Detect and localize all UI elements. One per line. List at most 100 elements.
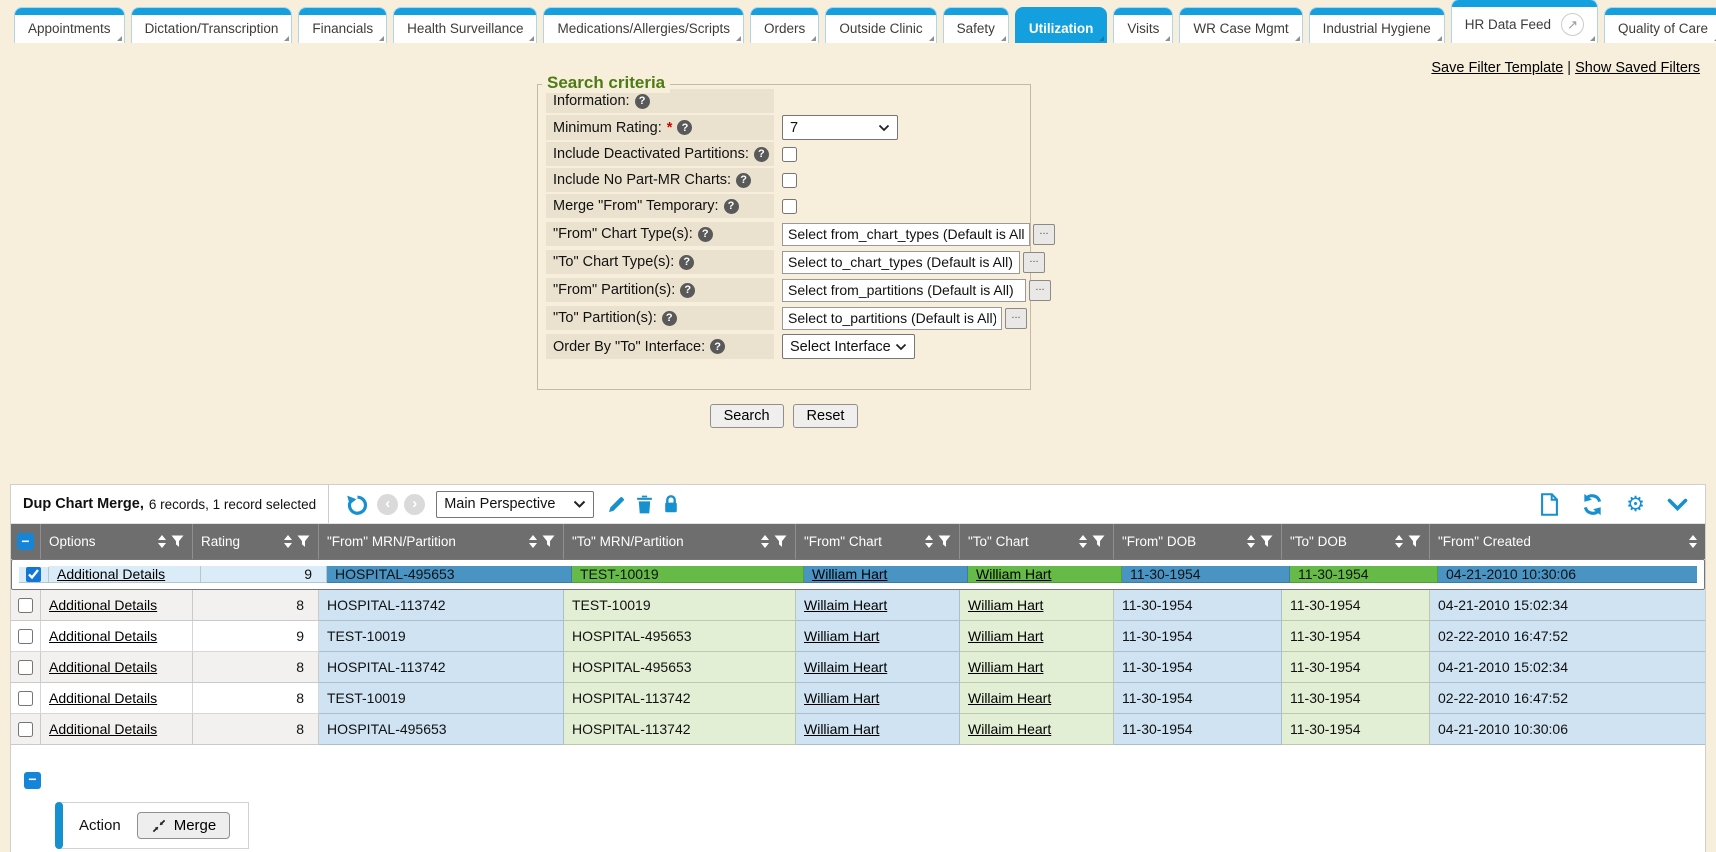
refresh-icon[interactable]	[1581, 493, 1604, 516]
filter-icon[interactable]	[1260, 535, 1273, 548]
forward-icon[interactable]: ›	[404, 493, 426, 515]
column-header-to-mrn[interactable]: "To" MRN/Partition	[564, 524, 796, 559]
from-chart-link[interactable]: William Hart	[804, 628, 880, 644]
help-icon[interactable]: ?	[753, 146, 769, 162]
filter-icon[interactable]	[1408, 535, 1421, 548]
tab-outside-clinic[interactable]: Outside Clinic	[825, 7, 937, 43]
column-header-options[interactable]: Options	[41, 524, 193, 559]
sort-icon[interactable]	[1689, 535, 1697, 548]
additional-details-link[interactable]: Additional Details	[49, 628, 158, 644]
sort-icon[interactable]	[284, 535, 292, 548]
include-deactivated-checkbox[interactable]	[782, 146, 797, 162]
lock-icon[interactable]	[663, 494, 679, 514]
to-chart-link[interactable]: Willaim Heart	[968, 690, 1052, 706]
tab-safety[interactable]: Safety	[942, 7, 1009, 43]
order-by-interface-select[interactable]: Select Interface	[782, 334, 915, 359]
from-chart-link[interactable]: Willaim Heart	[804, 597, 888, 613]
filter-icon[interactable]	[297, 535, 310, 548]
to-chart-link[interactable]: William Hart	[976, 566, 1052, 582]
sort-icon[interactable]	[761, 535, 769, 548]
from-chart-types-picker-button[interactable]: ...	[1033, 223, 1055, 245]
merge-button[interactable]: Merge	[136, 812, 231, 839]
search-button[interactable]: Search	[709, 404, 784, 428]
from-chart-types-input[interactable]	[782, 222, 1030, 246]
tab-hr-data-feed[interactable]: HR Data Feed ↗	[1450, 0, 1599, 43]
to-chart-types-picker-button[interactable]: ...	[1023, 251, 1045, 273]
tab-visits[interactable]: Visits	[1113, 7, 1174, 43]
column-header-from-chart[interactable]: "From" Chart	[796, 524, 960, 559]
sort-icon[interactable]	[1079, 535, 1087, 548]
help-icon[interactable]: ?	[680, 282, 696, 298]
select-all-toggle-icon[interactable]: −	[17, 533, 34, 550]
row-checkbox[interactable]	[18, 690, 33, 706]
from-partitions-input[interactable]	[782, 278, 1026, 302]
external-link-icon[interactable]: ↗	[1561, 13, 1585, 36]
to-chart-link[interactable]: William Hart	[968, 659, 1044, 675]
from-partitions-picker-button[interactable]: ...	[1029, 279, 1051, 301]
include-no-partmr-checkbox[interactable]	[782, 172, 797, 188]
filter-icon[interactable]	[1092, 535, 1105, 548]
delete-perspective-icon[interactable]	[636, 495, 653, 514]
collapse-toggle-icon[interactable]: −	[24, 771, 41, 789]
tab-orders[interactable]: Orders	[750, 7, 820, 43]
from-chart-link[interactable]: William Hart	[812, 566, 888, 582]
help-icon[interactable]: ?	[677, 120, 693, 135]
row-checkbox[interactable]	[18, 721, 33, 737]
column-header-to-dob[interactable]: "To" DOB	[1282, 524, 1430, 559]
filter-icon[interactable]	[938, 535, 951, 548]
column-header-rating[interactable]: Rating	[193, 524, 319, 559]
show-saved-filters-link[interactable]: Show Saved Filters	[1575, 60, 1700, 76]
help-icon[interactable]: ?	[697, 226, 713, 242]
help-icon[interactable]: ?	[710, 339, 726, 354]
sort-icon[interactable]	[158, 535, 166, 548]
sort-icon[interactable]	[925, 535, 933, 548]
from-chart-link[interactable]: William Hart	[804, 690, 880, 706]
additional-details-link[interactable]: Additional Details	[49, 690, 158, 706]
help-icon[interactable]: ?	[736, 172, 752, 188]
additional-details-link[interactable]: Additional Details	[49, 721, 158, 737]
additional-details-link[interactable]: Additional Details	[49, 597, 158, 613]
tab-wr-case-mgmt[interactable]: WR Case Mgmt	[1179, 7, 1303, 43]
reset-button[interactable]: Reset	[792, 404, 859, 428]
back-icon[interactable]: ‹	[377, 493, 399, 515]
filter-icon[interactable]	[542, 535, 555, 548]
sort-icon[interactable]	[1247, 535, 1255, 548]
column-header-to-chart[interactable]: "To" Chart	[960, 524, 1114, 559]
gear-icon[interactable]: ⚙	[1626, 492, 1645, 516]
filter-icon[interactable]	[171, 535, 184, 548]
to-partitions-input[interactable]	[782, 306, 1002, 330]
new-page-icon[interactable]	[1540, 492, 1559, 516]
merge-from-temporary-checkbox[interactable]	[782, 198, 797, 214]
tab-health-surveillance[interactable]: Health Surveillance	[393, 7, 538, 43]
tab-medications-allergies-scripts[interactable]: Medications/Allergies/Scripts	[543, 7, 745, 43]
from-chart-link[interactable]: William Hart	[804, 721, 880, 737]
chevron-down-icon[interactable]	[1667, 498, 1688, 511]
help-icon[interactable]: ?	[679, 254, 695, 270]
to-chart-link[interactable]: William Hart	[968, 597, 1044, 613]
edit-perspective-icon[interactable]	[607, 495, 626, 514]
column-header-from-mrn[interactable]: "From" MRN/Partition	[319, 524, 564, 559]
filter-icon[interactable]	[774, 535, 787, 548]
tab-financials[interactable]: Financials	[298, 7, 388, 43]
sort-icon[interactable]	[529, 535, 537, 548]
row-checkbox[interactable]	[26, 566, 41, 582]
row-checkbox[interactable]	[18, 628, 33, 644]
row-checkbox[interactable]	[18, 597, 33, 613]
from-chart-link[interactable]: Willaim Heart	[804, 659, 888, 675]
column-header-from-dob[interactable]: "From" DOB	[1114, 524, 1282, 559]
to-chart-link[interactable]: William Hart	[968, 628, 1044, 644]
perspective-select[interactable]: Main Perspective	[436, 490, 595, 518]
tab-utilization[interactable]: Utilization	[1014, 7, 1108, 43]
additional-details-link[interactable]: Additional Details	[49, 659, 158, 675]
tab-quality-of-care[interactable]: Quality of Care	[1604, 7, 1716, 43]
to-partitions-picker-button[interactable]: ...	[1005, 307, 1027, 329]
tab-dictation-transcription[interactable]: Dictation/Transcription	[130, 7, 293, 43]
minimum-rating-select[interactable]: 7	[782, 115, 898, 140]
help-icon[interactable]: ?	[634, 93, 650, 109]
to-chart-types-input[interactable]	[782, 250, 1020, 274]
tab-industrial-hygiene[interactable]: Industrial Hygiene	[1308, 7, 1445, 43]
help-icon[interactable]: ?	[723, 198, 739, 214]
to-chart-link[interactable]: Willaim Heart	[968, 721, 1052, 737]
help-icon[interactable]: ?	[661, 310, 677, 326]
undo-icon[interactable]	[346, 493, 369, 516]
